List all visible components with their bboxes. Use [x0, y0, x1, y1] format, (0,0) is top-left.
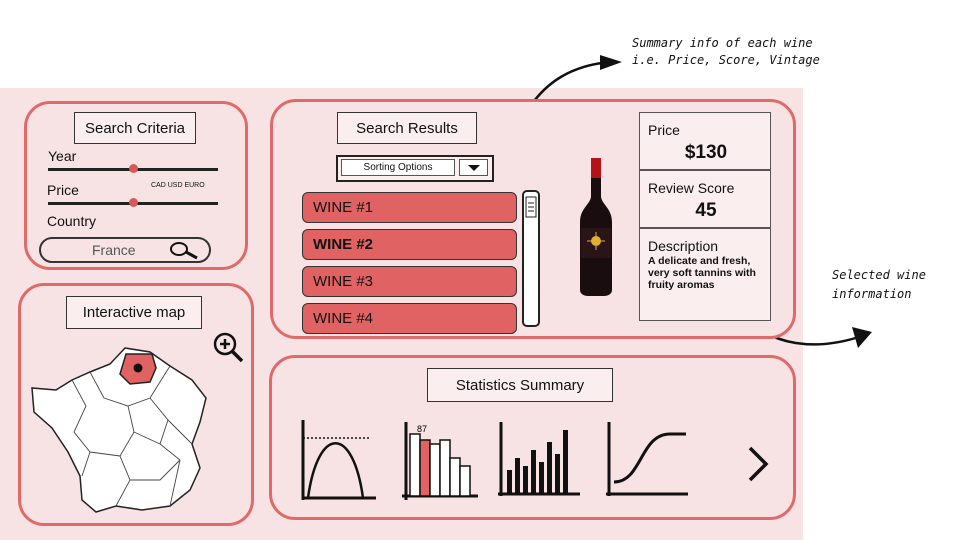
search-criteria-title: Search Criteria [74, 112, 196, 144]
price-value: $130 [684, 142, 728, 163]
description-text: A delicate and fresh, very soft tannins … [648, 255, 756, 291]
zoom-in-icon[interactable] [212, 331, 246, 365]
annotation-selected-line2: information [832, 287, 912, 301]
results-scrollbar[interactable] [522, 190, 540, 327]
scrollbar-thumb[interactable] [525, 196, 537, 218]
search-results-title: Search Results [337, 112, 477, 144]
country-value: France [92, 242, 136, 258]
stat-chart-curve[interactable] [298, 420, 378, 502]
annotation-summary-line1: Summary info of each wine [632, 36, 813, 50]
stat-chart-column[interactable] [496, 422, 582, 498]
paris-marker [133, 363, 143, 373]
chevron-down-icon [468, 165, 480, 171]
wine-list-item-1[interactable]: WINE #1 [302, 192, 517, 223]
search-icon[interactable] [168, 240, 200, 260]
currency-options[interactable]: CAD USD EURO [151, 182, 205, 189]
map-title: Interactive map [66, 296, 202, 329]
chevron-right-icon[interactable] [744, 444, 772, 484]
stat-chart-sigmoid[interactable] [604, 422, 690, 498]
price-box: Price $130 [639, 112, 771, 170]
wine-list-item-2[interactable]: WINE #2 [302, 229, 517, 260]
review-score-value: 45 [695, 200, 717, 221]
price-label: Price [648, 122, 680, 138]
year-slider-handle[interactable] [129, 164, 138, 173]
review-score-box: Review Score 45 [639, 170, 771, 228]
country-label: Country [47, 213, 97, 229]
annotation-selected-line1: Selected wine [832, 268, 926, 282]
description-box: Description A delicate and fresh, very s… [639, 228, 771, 321]
stat-chart-bars[interactable]: 87 [400, 418, 480, 502]
annotation-summary-line2: i.e. Price, Score, Vintage [632, 53, 820, 67]
wine-list-item-4[interactable]: WINE #4 [302, 303, 517, 334]
wine-list-item-3[interactable]: WINE #3 [302, 266, 517, 297]
france-outline [31, 347, 207, 513]
description-label: Description [648, 238, 719, 254]
annotation-selected: Selected wine information [832, 268, 926, 301]
statistics-title: Statistics Summary [427, 368, 613, 402]
sorting-label: Sorting Options [341, 159, 455, 176]
year-label: Year [48, 148, 77, 164]
review-score-label: Review Score [648, 180, 735, 196]
region-boundaries [71, 365, 193, 507]
price-slider-handle[interactable] [129, 198, 138, 207]
bar-annotation: 87 [417, 424, 427, 434]
search-criteria-panel [24, 101, 248, 270]
price-label: Price [47, 182, 79, 198]
france-map[interactable] [30, 340, 220, 520]
annotation-summary: Summary info of each wine i.e. Price, Sc… [632, 36, 820, 67]
wine-bottle-image [580, 158, 612, 296]
country-search-input[interactable] [39, 237, 211, 263]
